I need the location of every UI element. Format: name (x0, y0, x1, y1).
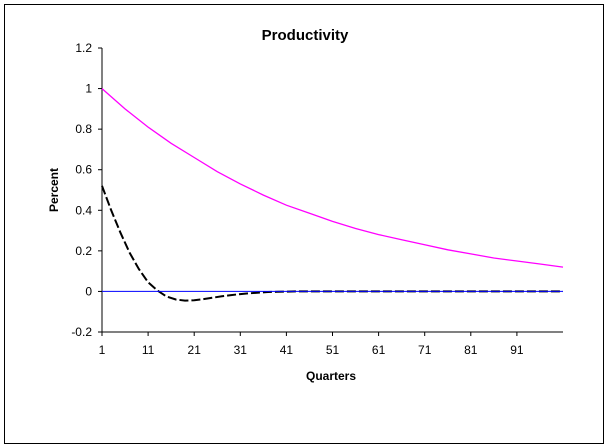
chart-frame (4, 4, 604, 444)
y-tick-label: 1.2 (75, 41, 92, 55)
x-tick-label: 11 (142, 343, 155, 357)
x-tick-label: 91 (510, 343, 524, 357)
x-tick-label: 21 (188, 343, 202, 357)
y-tick-label: 0.2 (75, 244, 92, 258)
y-tick-label: 0.4 (75, 203, 92, 217)
chart-title: Productivity (262, 27, 349, 44)
series-line-2 (101, 185, 563, 302)
x-tick-label: 41 (280, 343, 294, 357)
y-axis-label: Percent (47, 168, 61, 212)
y-tick-label: -0.2 (71, 325, 92, 339)
series-line-1 (101, 88, 564, 268)
y-tick-label: 1 (85, 82, 92, 96)
x-tick-label: 51 (326, 343, 340, 357)
x-tick-label: 61 (372, 343, 386, 357)
x-tick-label: 31 (234, 343, 248, 357)
x-axis-label: Quarters (306, 369, 356, 383)
x-tick-label: 1 (99, 343, 106, 357)
x-tick-label: 81 (464, 343, 478, 357)
y-tick-label: 0.8 (75, 122, 92, 136)
x-tick-label: 71 (418, 343, 432, 357)
y-tick-label: 0.6 (75, 163, 92, 177)
y-tick-label: 0 (85, 284, 92, 298)
